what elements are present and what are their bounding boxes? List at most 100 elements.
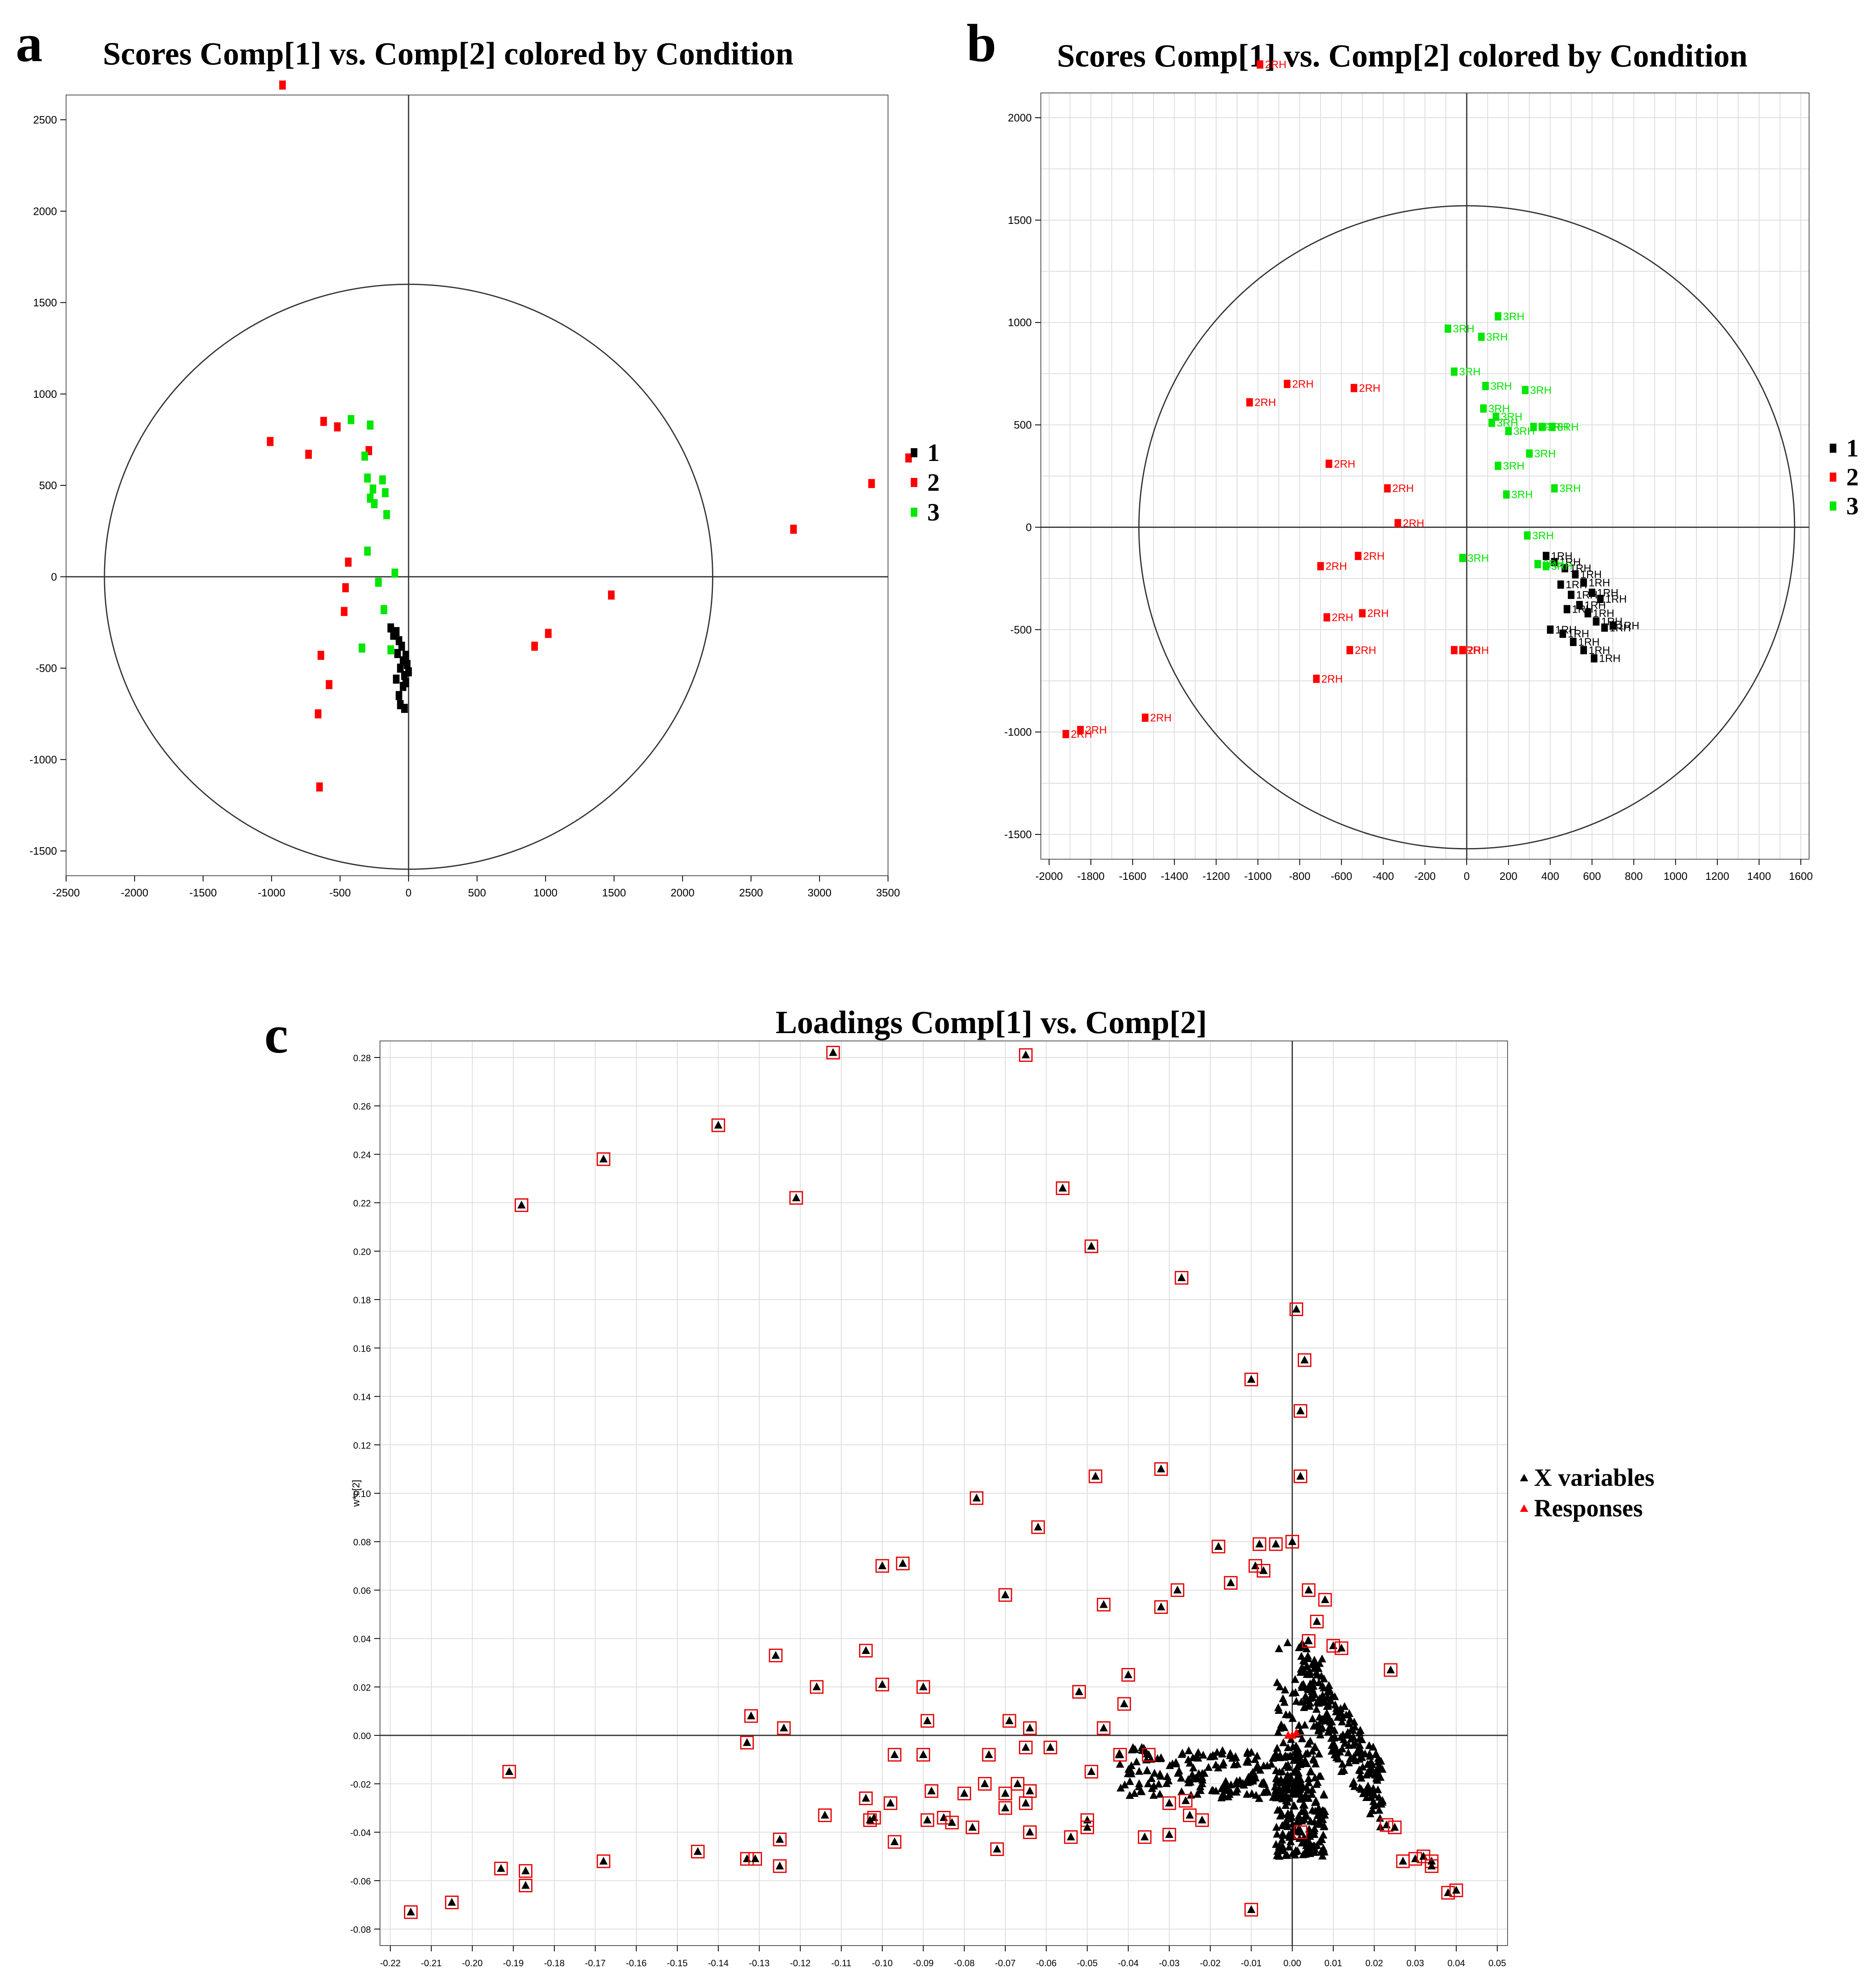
x-tick-label: -0.03 — [1159, 1958, 1180, 1968]
x-tick-label: -0.16 — [626, 1958, 646, 1968]
data-point — [1580, 578, 1587, 587]
x-variable-marker — [1277, 1842, 1285, 1851]
data-point — [1551, 558, 1558, 566]
x-variable-marker — [521, 1866, 530, 1875]
highlight-box — [859, 1644, 873, 1658]
legend-label: 2 — [927, 469, 940, 496]
highlight-box — [1019, 1048, 1033, 1062]
point-label: 2RH — [1363, 550, 1384, 562]
x-variable-marker — [1346, 1754, 1354, 1763]
x-variable-marker — [1284, 1743, 1292, 1751]
x-tick-label: -0.11 — [831, 1958, 852, 1968]
legend-label: 3 — [1846, 492, 1859, 520]
data-point — [1547, 625, 1554, 634]
x-variable-marker — [1321, 1595, 1330, 1603]
highlight-box — [502, 1765, 516, 1779]
data-point — [790, 525, 797, 534]
x-variable-marker — [1273, 1744, 1282, 1752]
x-variable-marker — [1269, 1793, 1278, 1801]
x-variable-marker — [940, 1813, 948, 1821]
x-tick-label: -400 — [1373, 870, 1394, 882]
ticks: -2000 -1800 -1600 -1400 -1200 -1000 -800 -600 -4… — [1004, 112, 1813, 882]
x-variable-marker — [1157, 1464, 1166, 1473]
data-point — [1459, 646, 1466, 654]
point-label: 3RH — [1459, 366, 1481, 378]
x-variable-marker — [1256, 1765, 1265, 1774]
x-variable-marker — [1335, 1706, 1344, 1715]
x-variable-marker — [1318, 1835, 1326, 1843]
data-point — [320, 417, 327, 426]
data-point — [1384, 484, 1391, 493]
x-tick-label: -1400 — [1161, 870, 1188, 882]
square-marker-icon — [1830, 473, 1836, 482]
x-variable-marker — [1189, 1753, 1197, 1761]
data-point — [364, 546, 371, 556]
x-variable-marker — [1362, 1785, 1370, 1793]
confidence-ellipse — [1138, 205, 1795, 850]
x-tick-label: -0.14 — [708, 1958, 729, 1968]
data-point — [1246, 398, 1253, 407]
data-point — [1534, 560, 1541, 568]
x-variable-marker — [1357, 1747, 1366, 1755]
x-tick-label: -0.06 — [1036, 1958, 1057, 1968]
x-variable-marker — [1278, 1829, 1287, 1837]
highlight-box — [1179, 1794, 1193, 1808]
highlight-box — [818, 1808, 832, 1822]
highlight-box — [1117, 1697, 1131, 1711]
square-marker-icon — [1830, 444, 1836, 453]
x-variable-marker — [1172, 1759, 1180, 1768]
x-variable-marker — [1253, 1761, 1262, 1769]
point-label: 3RH — [1513, 425, 1535, 437]
square-marker-icon — [911, 508, 917, 517]
highlight-box — [519, 1879, 533, 1892]
x-variable-marker — [1126, 1777, 1134, 1785]
x-variable-marker — [1309, 1756, 1318, 1764]
data-point — [1459, 554, 1466, 562]
x-variable-marker — [1349, 1777, 1358, 1786]
gridlines — [1041, 93, 1809, 859]
data-point — [608, 590, 615, 600]
x-tick-label: -0.07 — [995, 1958, 1016, 1968]
x-variable-marker — [1287, 1809, 1295, 1817]
data-point — [316, 782, 323, 792]
data-point — [315, 709, 322, 719]
x-variable-marker — [1327, 1734, 1336, 1742]
highlight-box — [888, 1748, 902, 1762]
data-point — [1524, 531, 1531, 540]
y-tick-label: 0.02 — [353, 1682, 371, 1693]
x-variable-marker — [1144, 1779, 1152, 1787]
x-variable-marker — [1127, 1761, 1136, 1769]
x-variable-marker — [862, 1794, 870, 1802]
x-variable-marker — [1140, 1832, 1149, 1841]
highlight-box — [1269, 1537, 1283, 1551]
x-variable-marker — [1296, 1760, 1305, 1768]
x-tick-label: -0.17 — [585, 1958, 606, 1968]
y-axis-label: w*c[2] — [351, 1480, 362, 1507]
x-variable-marker — [1427, 1856, 1436, 1865]
data-point — [1478, 333, 1485, 341]
x-variable-marker — [1297, 1652, 1306, 1660]
point-label: 2RH — [1265, 58, 1287, 71]
data-point — [375, 577, 382, 587]
x-variable-marker — [1066, 1832, 1075, 1841]
point-label: 2RH — [1150, 711, 1172, 724]
x-variable-marker — [1001, 1789, 1009, 1797]
panel-letter-b: b — [966, 14, 997, 73]
x-variable-marker — [1135, 1767, 1144, 1775]
x-variable-marker — [1165, 1830, 1173, 1838]
x-variable-marker — [1275, 1852, 1284, 1860]
point-label: 3RH — [1487, 330, 1508, 343]
series-2 — [267, 80, 912, 792]
legend-label: 2 — [1846, 463, 1859, 491]
x-variable-marker — [406, 1907, 415, 1915]
data-point — [1549, 423, 1556, 431]
data-point — [369, 484, 376, 494]
highlight-box — [945, 1815, 959, 1830]
x-variable-marker — [1300, 1355, 1309, 1364]
x-variable-marker — [985, 1750, 993, 1758]
x-variable-marker — [1021, 1050, 1030, 1059]
y-tick-label: 0 — [51, 570, 57, 583]
highlight-box — [1154, 1600, 1168, 1614]
x-variable-marker — [1279, 1821, 1287, 1830]
x-variable-marker — [1147, 1774, 1156, 1782]
